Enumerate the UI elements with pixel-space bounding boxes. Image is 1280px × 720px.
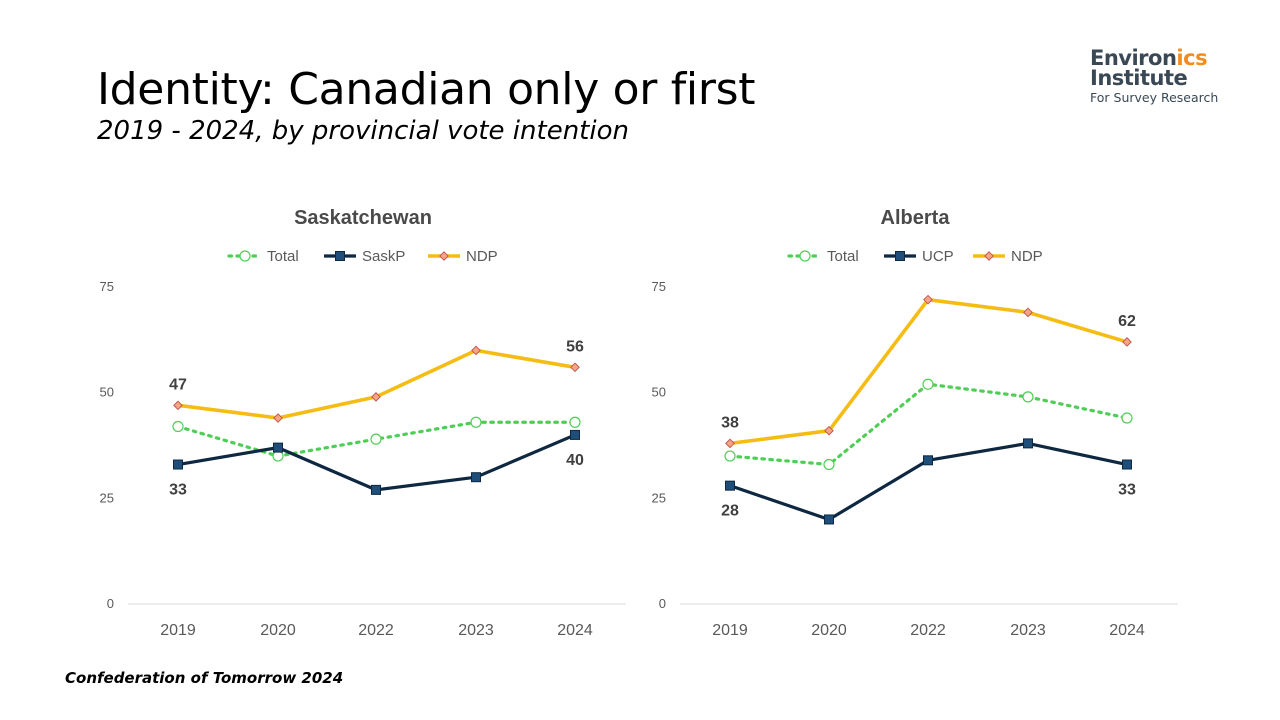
data-point-ndp	[923, 294, 933, 305]
page-title: Identity: Canadian only or first	[97, 64, 756, 115]
y-tick-label: 25	[100, 490, 114, 505]
chart-saskatchewan: Saskatchewan Total SaskP NDP 0 25 50 75 2019 2020…	[100, 207, 626, 639]
data-point-ucp	[725, 480, 735, 491]
data-point-saskp	[371, 484, 381, 495]
legend-label-saskp: SaskP	[362, 248, 405, 265]
data-point-total	[1022, 391, 1034, 403]
y-tick-label: 50	[100, 385, 114, 400]
data-label: 28	[721, 503, 739, 520]
data-label: 56	[566, 338, 584, 355]
data-point-ucp	[1023, 438, 1033, 449]
source-footnote: Confederation of Tomorrow 2024	[65, 669, 344, 687]
legend-marker-total	[799, 250, 811, 262]
data-point-ndp	[1122, 337, 1132, 347]
data-point-ndp	[371, 392, 381, 402]
data-point-saskp	[273, 442, 283, 453]
x-tick-label: 2023	[458, 622, 494, 639]
data-point-ucp	[923, 455, 933, 466]
series-line-ndp	[177, 348, 576, 420]
data-point-total	[569, 416, 581, 428]
x-tick-label: 2024	[557, 622, 593, 639]
data-point-ndp	[1023, 307, 1033, 318]
y-tick-label: 75	[652, 279, 666, 294]
legend-marker-ndp	[439, 251, 449, 261]
chart-title: Saskatchewan	[294, 207, 432, 229]
x-tick-label: 2019	[712, 622, 748, 639]
legend-label-total: Total	[827, 248, 859, 265]
data-label: 62	[1118, 313, 1136, 330]
data-point-ndp	[173, 400, 183, 411]
legend-marker-ucp	[895, 251, 905, 261]
data-point-ucp	[1122, 459, 1132, 470]
x-tick-label: 2024	[1109, 622, 1145, 639]
data-point-ndp	[725, 438, 735, 449]
data-point-total	[470, 416, 482, 428]
data-point-ndp	[570, 362, 580, 373]
y-tick-label: 0	[659, 596, 666, 611]
data-point-ndp	[471, 345, 481, 356]
data-point-total	[370, 433, 382, 445]
data-point-ndp	[273, 413, 283, 423]
x-tick-label: 2022	[910, 622, 946, 639]
data-label: 33	[1118, 482, 1136, 499]
data-label: 47	[169, 376, 187, 393]
legend-marker-total	[239, 250, 251, 262]
x-tick-label: 2020	[811, 622, 847, 639]
data-point-saskp	[173, 459, 183, 470]
logo-text-institute: Institute	[1090, 66, 1188, 90]
y-tick-label: 50	[652, 385, 666, 400]
legend-label-total: Total	[267, 248, 299, 265]
series-line-ndp	[729, 297, 1128, 446]
data-label: 38	[721, 414, 739, 431]
data-point-total	[724, 450, 736, 462]
chart-title: Alberta	[881, 207, 951, 229]
legend-label-ucp: UCP	[922, 248, 954, 265]
x-tick-label: 2023	[1010, 622, 1046, 639]
x-tick-label: 2022	[358, 622, 394, 639]
logo-text-ics: ics	[1176, 46, 1208, 70]
x-tick-label: 2019	[160, 622, 196, 639]
legend-marker-saskp	[335, 251, 345, 261]
y-tick-label: 0	[107, 596, 114, 611]
data-label: 40	[566, 452, 584, 469]
chart-alberta: Alberta Total UCP NDP 0 25 50 75 2019 2020 2022 202…	[652, 207, 1178, 639]
data-point-total	[1121, 412, 1133, 424]
data-point-ndp	[824, 425, 834, 436]
data-point-total	[922, 378, 934, 390]
legend-label-ndp: NDP	[466, 248, 498, 265]
y-tick-label: 25	[652, 490, 666, 505]
data-label: 33	[169, 482, 187, 499]
data-point-total	[823, 458, 835, 471]
data-point-ucp	[824, 514, 834, 525]
y-tick-label: 75	[100, 279, 114, 294]
page-subtitle: 2019 - 2024, by provincial vote intentio…	[97, 116, 629, 146]
series-line-ucp	[729, 441, 1128, 522]
data-point-total	[172, 420, 184, 433]
legend-marker-ndp	[984, 251, 994, 261]
environics-logo: Environics Institute For Survey Research	[1090, 46, 1250, 106]
logo-text-environ: Environ	[1090, 46, 1177, 70]
legend-label-ndp: NDP	[1011, 248, 1043, 265]
x-tick-label: 2020	[260, 622, 296, 639]
data-point-saskp	[570, 429, 580, 440]
data-point-saskp	[471, 472, 481, 483]
logo-tagline: For Survey Research	[1090, 90, 1219, 105]
